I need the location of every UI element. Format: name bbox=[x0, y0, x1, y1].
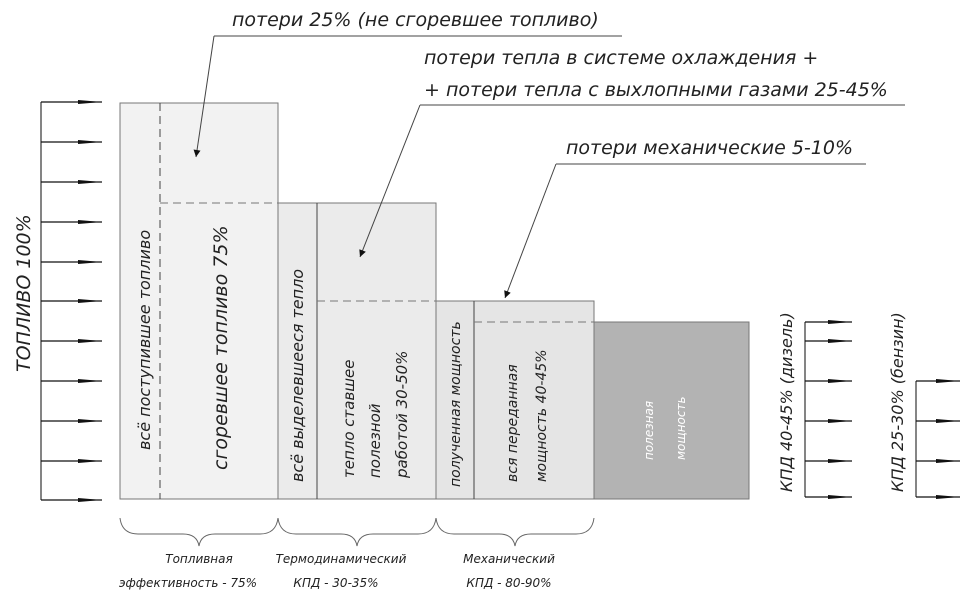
transmitted-line2: мощность 40-45% bbox=[534, 349, 550, 482]
bracket-fuel bbox=[119, 517, 279, 547]
annotation-heat-line1: потери тепла в системе охлаждения + bbox=[424, 47, 818, 69]
bracket-thermo-line2: КПД - 30-35% bbox=[293, 576, 378, 590]
kpd-petrol-label: КПД 25-30% (бензин) bbox=[888, 312, 907, 492]
bracket-fuel-line2: эффективность - 75% bbox=[119, 576, 257, 590]
annotation-unburned-text: потери 25% (не сгоревшее топливо) bbox=[232, 9, 599, 31]
bracket-mech-line1: Механический bbox=[463, 552, 555, 566]
annotation-mech-loss: потери механические 5-10% bbox=[504, 137, 866, 299]
fuel-input-arrows bbox=[40, 100, 102, 502]
all-heat-label: всё выделевшееся тепло bbox=[288, 269, 307, 482]
useful-line1: полезная bbox=[642, 401, 656, 460]
petrol-output-arrows bbox=[915, 379, 960, 499]
useful-power-box bbox=[593, 321, 750, 500]
fuel-total-label: ТОПЛИВО 100% bbox=[13, 214, 35, 372]
all-fuel-label: всё поступившее топливо bbox=[135, 230, 154, 450]
mech-box bbox=[435, 300, 595, 500]
heat-useful-line2: полезной bbox=[366, 403, 384, 478]
annotation-mech-text: потери механические 5-10% bbox=[566, 137, 853, 159]
bracket-fuel-line1: Топливная bbox=[165, 552, 232, 566]
bracket-mech bbox=[435, 517, 595, 547]
burned-fuel-label: сгоревшее топливо 75% bbox=[210, 225, 232, 470]
heat-useful-line3: работой 30-50% bbox=[393, 351, 411, 479]
heat-useful-line1: тепло ставшее bbox=[340, 359, 358, 478]
bracket-thermo-line1: Термодинамический bbox=[276, 552, 407, 566]
annotation-heat-line2: + потери тепла с выхлопными газами 25-45… bbox=[424, 79, 888, 101]
bracket-mech-line2: КПД - 80-90% bbox=[466, 576, 551, 590]
fuel-box bbox=[119, 102, 279, 500]
kpd-diesel-label: КПД 40-45% (дизель) bbox=[777, 312, 796, 492]
received-power-label: полученная мощность bbox=[448, 321, 464, 487]
brackets bbox=[119, 517, 595, 547]
transmitted-line1: вся переданная bbox=[505, 364, 521, 482]
heat-box bbox=[277, 202, 437, 500]
bracket-thermo bbox=[277, 517, 437, 547]
annotation-unburned: потери 25% (не сгоревшее топливо) bbox=[193, 9, 622, 158]
useful-line2: мощность bbox=[674, 396, 688, 460]
annotation-heat-loss: потери тепла в системе охлаждения + + по… bbox=[359, 47, 905, 258]
diesel-output-arrows bbox=[804, 320, 852, 499]
